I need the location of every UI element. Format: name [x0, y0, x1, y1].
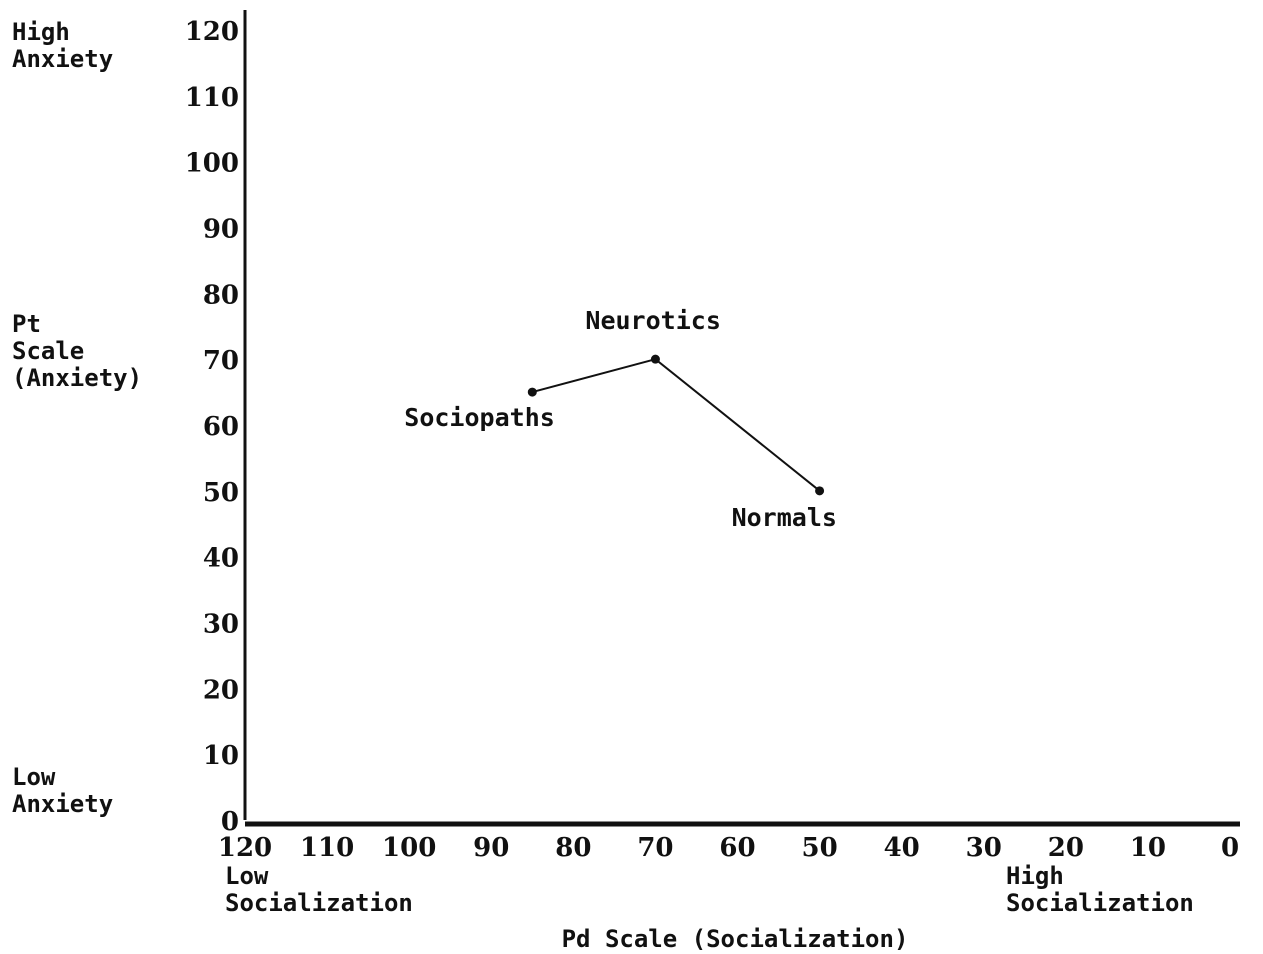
x-tick-label: 20: [1048, 833, 1084, 863]
axis-annotations: HighAnxietyPtScale(Anxiety)LowAnxietyLow…: [12, 18, 1194, 953]
data-point: [527, 387, 537, 397]
data-point: [650, 354, 660, 364]
y-low-label: Anxiety: [12, 790, 113, 818]
y-tick-label: 60: [203, 412, 239, 442]
y-tick-label: 70: [203, 346, 239, 376]
point-label: Normals: [732, 503, 837, 532]
x-low-label: Low: [225, 862, 269, 890]
series-line: Sociopaths Neurotics Normals: [404, 306, 837, 532]
x-tick-label: 40: [884, 833, 920, 863]
x-tick-label: 30: [966, 833, 1002, 863]
y-axis-title: Pt: [12, 310, 41, 338]
x-tick-label: 10: [1130, 833, 1166, 863]
y-tick-label: 110: [185, 83, 239, 113]
x-tick-label: 60: [719, 833, 755, 863]
x-tick-label: 80: [555, 833, 591, 863]
x-tick-label: 90: [473, 833, 509, 863]
y-tick-label: 80: [203, 280, 239, 310]
y-tick-label: 20: [203, 675, 239, 705]
x-high-label: High: [1006, 862, 1064, 890]
x-axis-title: Pd Scale (Socialization): [562, 925, 909, 953]
y-axis-title: Scale: [12, 337, 84, 365]
y-high-label: High: [12, 18, 70, 46]
x-tick-label: 0: [1221, 833, 1239, 863]
series-polyline: [532, 358, 821, 492]
x-tick-label: 120: [218, 833, 272, 863]
x-high-label: Socialization: [1006, 889, 1194, 917]
y-tick-label: 40: [203, 544, 239, 574]
y-tick-label: 30: [203, 610, 239, 640]
x-low-label: Socialization: [225, 889, 413, 917]
x-tick-label: 70: [637, 833, 673, 863]
axes: [243, 10, 1240, 827]
y-high-label: Anxiety: [12, 45, 113, 73]
y-tick-label: 100: [185, 149, 239, 179]
y-tick-label: 90: [203, 215, 239, 245]
y-low-label: Low: [12, 763, 56, 791]
y-tick-label: 50: [203, 478, 239, 508]
x-tick-labels: 120 110 100 90 80 70 60 50 40 30 20 10 0: [218, 833, 1239, 863]
y-tick-label: 0: [221, 807, 239, 837]
x-tick-label: 100: [382, 833, 436, 863]
y-tick-label: 120: [185, 17, 239, 47]
point-label: Sociopaths: [404, 403, 555, 432]
y-tick-label: 10: [203, 741, 239, 771]
data-point: [815, 486, 825, 496]
y-axis-title: (Anxiety): [12, 364, 142, 392]
x-tick-label: 50: [801, 833, 837, 863]
point-label: Neurotics: [585, 306, 720, 335]
x-tick-label: 110: [300, 833, 354, 863]
